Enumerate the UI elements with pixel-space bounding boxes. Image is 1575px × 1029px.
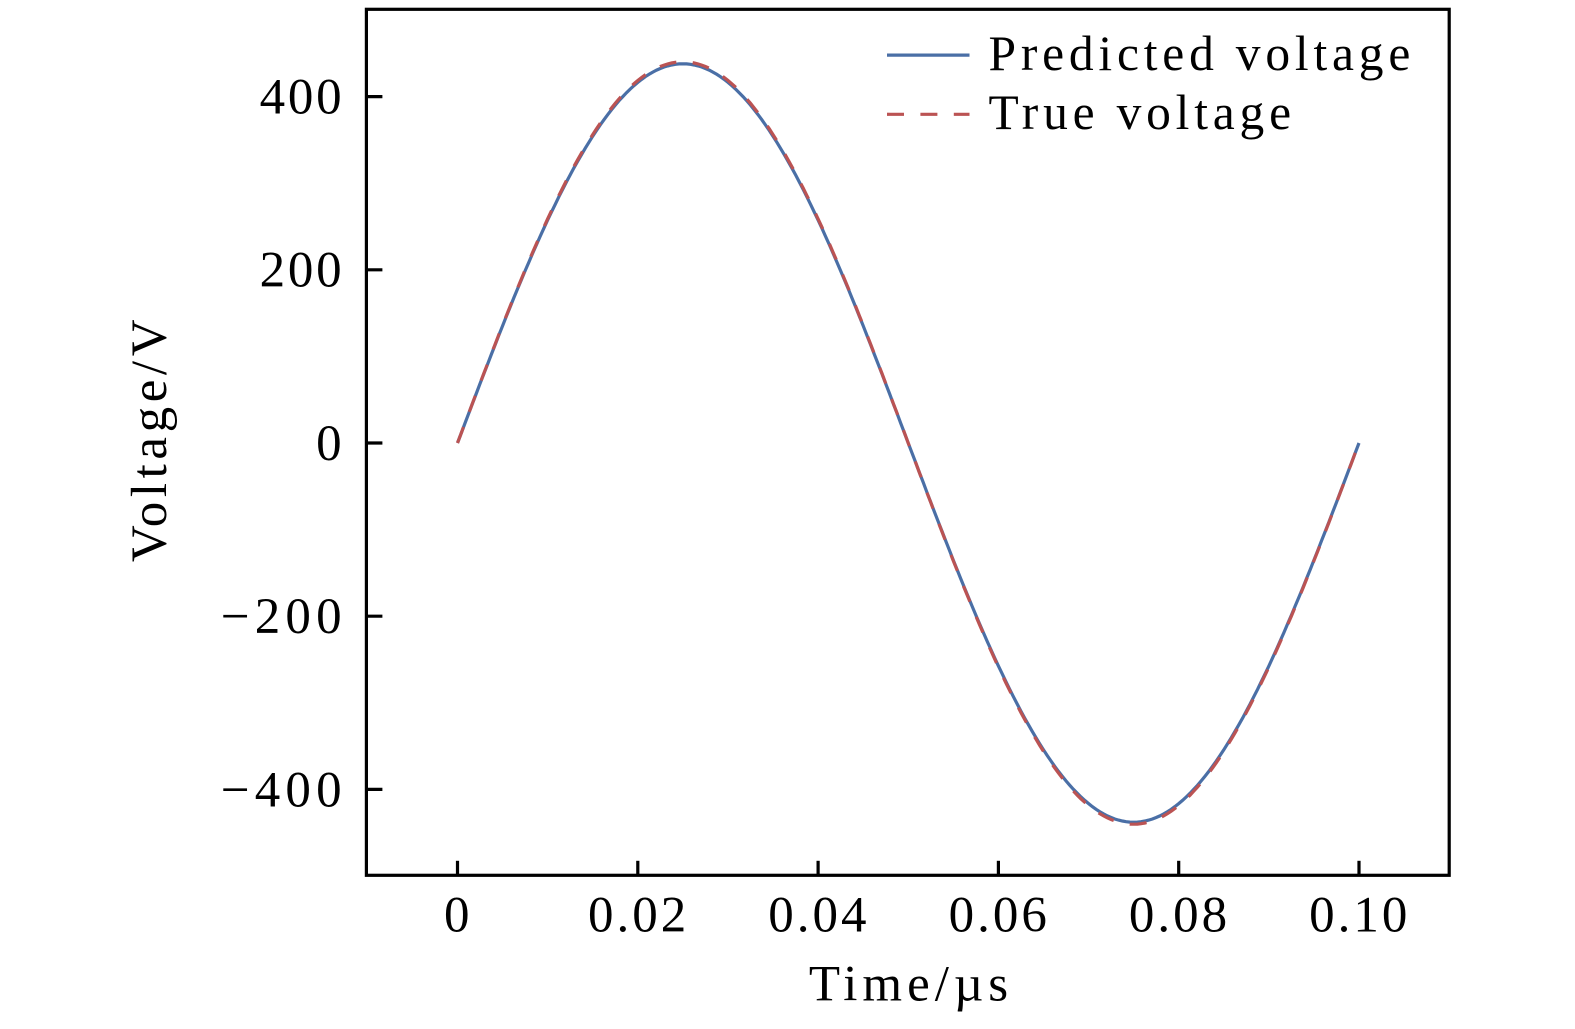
svg-text:400: 400 bbox=[260, 70, 345, 126]
svg-text:Voltage/V: Voltage/V bbox=[122, 315, 178, 562]
svg-text:−200: −200 bbox=[221, 589, 347, 645]
svg-text:200: 200 bbox=[260, 243, 345, 299]
svg-text:−400: −400 bbox=[221, 762, 347, 818]
svg-text:True voltage: True voltage bbox=[989, 85, 1296, 140]
svg-text:0: 0 bbox=[444, 888, 473, 944]
svg-text:0.04: 0.04 bbox=[768, 888, 869, 944]
svg-text:0.02: 0.02 bbox=[588, 888, 689, 944]
svg-text:Predicted voltage: Predicted voltage bbox=[989, 26, 1416, 81]
svg-text:Time/µs: Time/µs bbox=[809, 957, 1013, 1013]
svg-text:0: 0 bbox=[316, 416, 342, 472]
svg-text:0.08: 0.08 bbox=[1129, 888, 1230, 944]
svg-text:0.10: 0.10 bbox=[1309, 888, 1410, 944]
svg-text:0.06: 0.06 bbox=[949, 888, 1050, 944]
